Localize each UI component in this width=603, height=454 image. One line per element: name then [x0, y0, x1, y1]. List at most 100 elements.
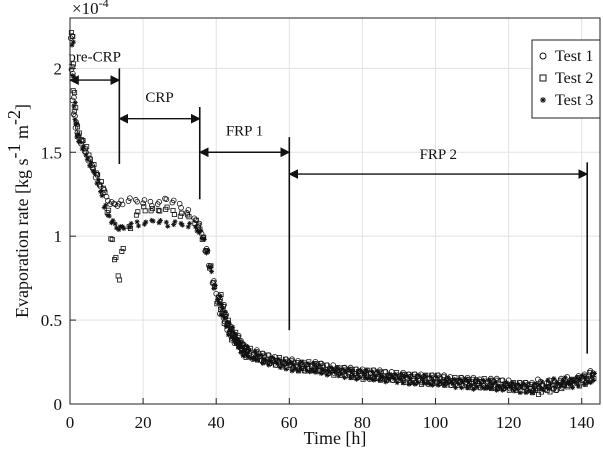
point-test-3-46-0	[280, 362, 286, 368]
point-test-1-19-1	[134, 198, 140, 205]
point-test-3-27-1	[194, 228, 200, 234]
point-test-3-10-0	[94, 180, 100, 186]
point-test-3-78-0	[514, 386, 520, 392]
point-test-3-36-0	[225, 332, 231, 338]
point-test-3-40-0	[240, 353, 246, 359]
point-test-3-38-0	[233, 341, 239, 347]
point-test-3-78-1	[516, 381, 522, 387]
point-test-3-77-1	[508, 384, 514, 390]
point-test-3-13-0	[105, 212, 111, 218]
point-test-3-82-1	[545, 377, 551, 383]
point-test-1-42-3	[254, 347, 260, 353]
point-test-3-72-2	[473, 384, 479, 390]
point-test-3-54-0	[339, 371, 345, 377]
point-test-3-73-3	[482, 386, 488, 392]
point-test-3-81-1	[538, 386, 544, 392]
point-test-3-80-3	[533, 381, 539, 387]
point-test-3-47-2	[290, 362, 296, 368]
point-test-2-21-1	[149, 206, 155, 212]
point-test-3-34-1	[220, 305, 226, 311]
point-test-3-61-1	[391, 376, 397, 382]
point-test-3-33-2	[217, 293, 223, 299]
point-test-3-54-1	[340, 366, 346, 372]
point-test-3-55-1	[347, 375, 353, 381]
point-test-3-41-1	[245, 354, 251, 360]
point-test-3-49-2	[305, 360, 311, 366]
point-test-2-1-1	[71, 61, 77, 67]
point-test-3-20-1	[143, 219, 149, 225]
point-test-3-88-3	[592, 371, 598, 377]
point-test-3-40-1	[241, 347, 247, 353]
point-test-3-22-0	[156, 220, 162, 226]
point-test-3-73-2	[480, 377, 486, 383]
x-tick-label-7: 140	[569, 413, 595, 432]
point-test-3-76-2	[502, 384, 508, 390]
point-test-1-20-0	[140, 200, 146, 207]
point-test-3-61-2	[393, 371, 399, 377]
point-test-3-38-1	[234, 336, 240, 342]
point-test-3-74-2	[488, 386, 494, 392]
point-test-3-57-1	[362, 374, 368, 380]
period-annotations: pre-CRP CRP FRP 1 FRP 2	[68, 50, 589, 354]
point-test-3-33-3	[219, 302, 225, 308]
point-test-3-39-1	[238, 349, 244, 355]
point-test-3-43-0	[258, 352, 264, 358]
point-test-3-27-0	[193, 224, 199, 230]
point-test-3-35-1	[223, 323, 229, 329]
point-test-3-78-2	[517, 390, 523, 396]
point-test-3-85-2	[568, 376, 574, 382]
point-test-3-75-3	[496, 384, 502, 390]
point-test-3-47-3	[292, 366, 298, 372]
point-test-3-41-2	[247, 347, 253, 353]
point-test-3-28-0	[196, 230, 202, 236]
point-test-3-85-3	[570, 385, 576, 391]
point-test-3-87-0	[580, 373, 586, 379]
point-test-3-12-0	[101, 204, 107, 210]
point-test-3-79-1	[523, 390, 529, 396]
point-test-3-63-2	[407, 375, 413, 381]
point-test-3-43-3	[263, 357, 269, 363]
point-test-2-27-1	[193, 217, 199, 223]
x-tick-label-4: 80	[354, 413, 371, 432]
point-test-3-37-2	[232, 331, 238, 337]
legend-marker-test-3	[540, 97, 546, 103]
point-test-3-10-1	[95, 177, 101, 183]
point-test-3-55-0	[346, 366, 352, 372]
point-test-1-2-1	[71, 94, 77, 101]
point-test-3-6-1	[81, 144, 87, 150]
point-test-3-34-2	[221, 313, 227, 319]
point-test-3-83-1	[552, 384, 558, 390]
point-test-3-69-3	[453, 385, 459, 391]
point-test-3-52-3	[328, 365, 334, 371]
point-test-3-29-0	[200, 236, 206, 242]
point-test-1-26-1	[185, 207, 192, 213]
point-test-1-20-1	[141, 197, 148, 203]
point-test-3-65-3	[423, 381, 429, 387]
point-test-2-74-0	[484, 380, 490, 386]
point-test-3-86-3	[577, 377, 583, 383]
point-test-3-12-1	[103, 202, 109, 208]
x-tick-label-5: 100	[423, 413, 449, 432]
point-test-2-76-0	[499, 377, 505, 383]
point-test-3-42-0	[251, 356, 257, 362]
point-test-3-66-1	[428, 374, 434, 380]
point-test-3-18-1	[128, 221, 134, 227]
point-test-3-39-0	[236, 341, 242, 347]
point-test-3-44-3	[270, 355, 276, 361]
point-test-3-79-2	[524, 384, 530, 390]
point-test-3-31-1	[209, 269, 215, 275]
point-test-2-0-1	[70, 34, 76, 40]
point-test-3-38-3	[237, 338, 243, 344]
point-test-2-16-0	[115, 273, 121, 279]
point-test-3-79-0	[522, 381, 528, 387]
x-axis-label: Time [h]	[304, 428, 367, 448]
point-test-3-34-3	[222, 309, 228, 315]
point-test-3-60-2	[385, 376, 391, 382]
point-test-3-78-3	[518, 384, 524, 390]
point-test-3-51-0	[317, 362, 323, 368]
point-test-3-73-0	[478, 380, 484, 386]
x-tick-label-3: 60	[281, 413, 298, 432]
point-test-3-66-3	[431, 378, 437, 384]
point-test-3-50-0	[310, 367, 316, 373]
point-test-3-82-0	[543, 384, 549, 390]
